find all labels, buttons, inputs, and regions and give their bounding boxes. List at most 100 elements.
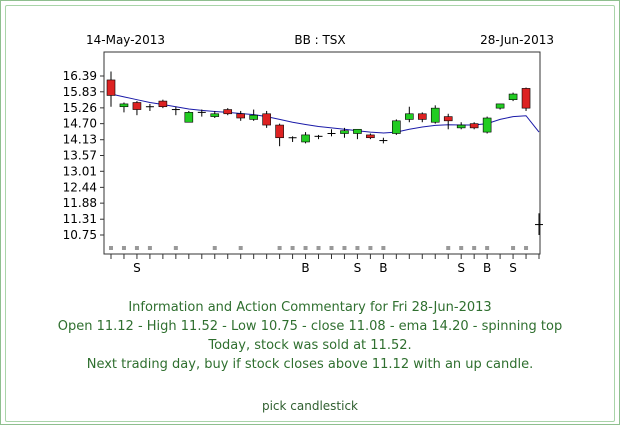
- candle-body: [275, 124, 284, 139]
- candle: [392, 119, 401, 135]
- candle-body: [456, 124, 466, 129]
- signal-label: S: [457, 261, 465, 275]
- candle-body: [132, 102, 142, 110]
- candle: [288, 136, 297, 142]
- commentary-next: Next trading day, buy if stock closes ab…: [86, 357, 534, 372]
- signal-marker: [329, 246, 334, 250]
- candle: [119, 102, 129, 113]
- y-tick-label: 10.75: [63, 228, 97, 242]
- signal-marker: [212, 246, 217, 250]
- signal-marker: [342, 246, 347, 250]
- candle: [223, 108, 233, 116]
- candle: [249, 109, 258, 121]
- signal-label: S: [133, 261, 141, 275]
- signal-label: B: [301, 261, 309, 275]
- inner-frame: [5, 5, 615, 422]
- candle-body: [495, 103, 505, 109]
- signal-marker: [472, 246, 477, 250]
- candle-body: [262, 113, 271, 126]
- candle: [132, 101, 142, 116]
- candle-body: [184, 112, 194, 123]
- candle: [197, 109, 206, 117]
- signal-marker: [238, 246, 243, 250]
- y-tick-label: 14.70: [63, 117, 97, 131]
- signal-marker: [147, 246, 152, 250]
- candle: [482, 116, 492, 134]
- start-date-label: 14-May-2013: [86, 33, 165, 47]
- y-tick-label: 14.13: [63, 133, 97, 147]
- candle: [417, 112, 427, 123]
- candle-body: [353, 128, 362, 134]
- candle-body: [469, 123, 479, 129]
- signal-marker: [277, 246, 282, 250]
- candle: [171, 106, 180, 116]
- signal-label: B: [483, 261, 491, 275]
- y-tick-label: 13.57: [63, 149, 97, 163]
- signal-marker: [290, 246, 295, 250]
- pick-candlestick-link[interactable]: pick candlestick: [261, 399, 359, 413]
- candle-body: [106, 79, 116, 96]
- candle-body: [430, 107, 440, 123]
- signal-marker: [316, 246, 321, 250]
- y-tick-label: 15.26: [63, 101, 97, 115]
- candle: [301, 132, 310, 144]
- candle: [508, 92, 518, 102]
- candle-body: [210, 113, 220, 117]
- signal-marker: [303, 246, 308, 250]
- signal-marker: [381, 246, 386, 250]
- candle: [158, 99, 168, 109]
- candle-body: [508, 93, 518, 100]
- candle: [456, 122, 466, 130]
- candle: [366, 133, 375, 140]
- signal-label: S: [509, 261, 517, 275]
- signal-marker: [134, 246, 139, 250]
- candle: [535, 213, 544, 235]
- plot-area: [103, 51, 541, 255]
- candle: [145, 103, 154, 111]
- candle: [495, 103, 505, 110]
- signal-label: B: [379, 261, 387, 275]
- candle-body: [482, 117, 492, 133]
- y-tick-label: 15.83: [63, 85, 97, 99]
- y-tick-label: 11.31: [63, 212, 97, 226]
- signal-marker: [459, 246, 464, 250]
- candle: [236, 110, 245, 121]
- candle: [275, 123, 284, 147]
- candle-body: [405, 113, 414, 120]
- signal-marker: [173, 246, 178, 250]
- end-date-label: 28-Jun-2013: [480, 33, 554, 47]
- candle-body: [158, 100, 168, 108]
- y-tick-label: 13.01: [63, 164, 97, 178]
- candlestick-chart: 14-May-2013 BB : TSX 28-Jun-2013 16.39 15…: [63, 33, 554, 275]
- signal-marker: [121, 246, 126, 250]
- candle-body: [236, 113, 245, 119]
- candle: [106, 71, 116, 107]
- candle: [262, 110, 271, 128]
- candle: [521, 87, 531, 111]
- signal-marker: [511, 246, 516, 250]
- y-tick-label: 12.44: [63, 180, 97, 194]
- signal-marker: [355, 246, 360, 250]
- commentary-title: Information and Action Commentary for Fr…: [128, 300, 492, 315]
- candle-body: [249, 114, 258, 120]
- signal-label: S: [354, 261, 362, 275]
- signal-marker: [524, 246, 529, 250]
- candle-body: [223, 109, 233, 115]
- signal-marker: [109, 246, 113, 250]
- signal-marker: [446, 246, 451, 250]
- symbol-title: BB : TSX: [294, 33, 345, 47]
- ema-line: [110, 93, 540, 134]
- candle-body: [301, 134, 310, 143]
- candle-body: [443, 116, 453, 122]
- candle: [314, 134, 323, 140]
- candle: [210, 110, 220, 119]
- candle: [184, 110, 194, 123]
- signal-marker: [368, 246, 373, 250]
- candle: [379, 137, 388, 144]
- candle: [327, 129, 336, 137]
- candle-body: [417, 113, 427, 120]
- candle: [405, 106, 414, 123]
- commentary-stats: Open 11.12 - High 11.52 - Low 10.75 - cl…: [57, 319, 563, 334]
- candle-body: [119, 103, 129, 108]
- candle-body: [392, 120, 401, 134]
